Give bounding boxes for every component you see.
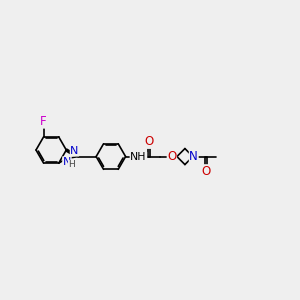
Text: H: H <box>68 160 75 169</box>
Text: N: N <box>70 146 79 156</box>
Text: NH: NH <box>130 152 147 162</box>
Text: F: F <box>40 115 47 128</box>
Text: N: N <box>189 150 198 163</box>
Text: O: O <box>167 150 176 163</box>
Text: O: O <box>144 135 153 148</box>
Text: N: N <box>63 157 71 167</box>
Text: O: O <box>201 165 211 178</box>
